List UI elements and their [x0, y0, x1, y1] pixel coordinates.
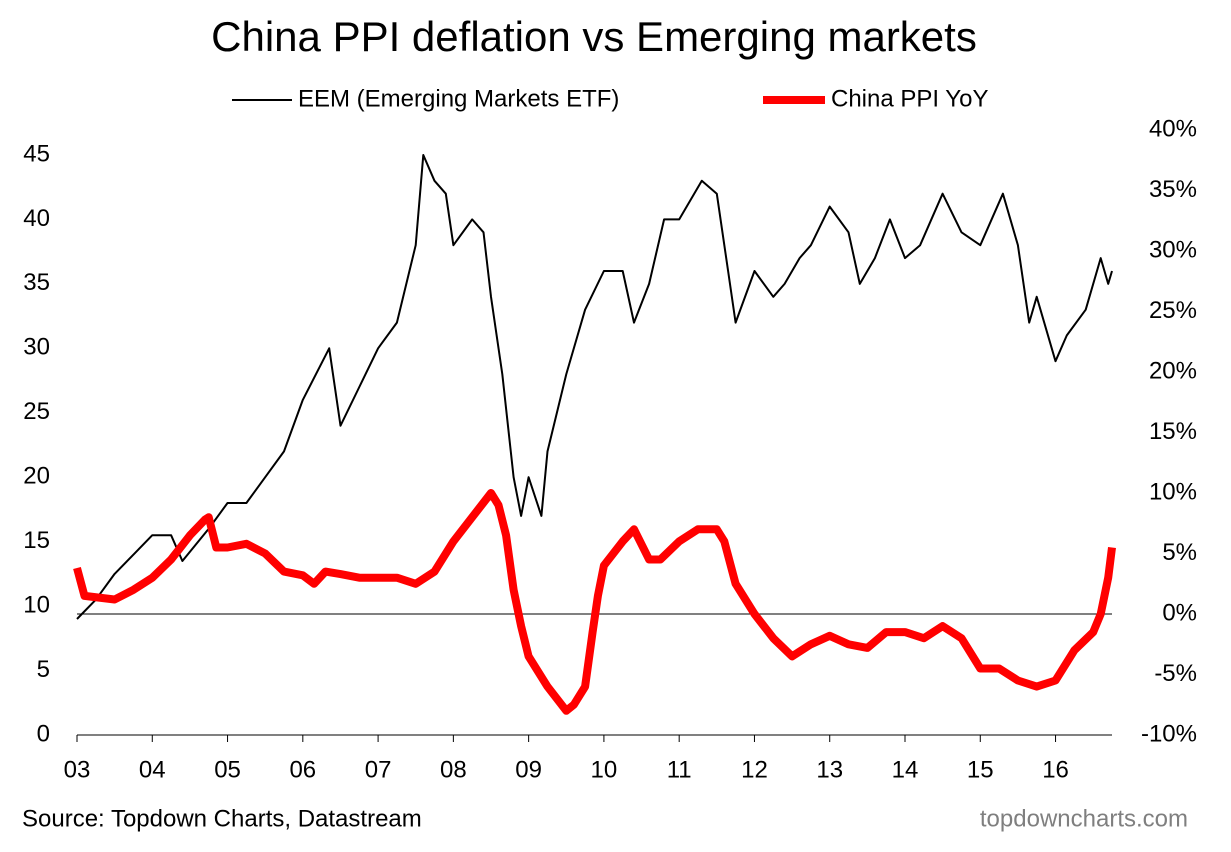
y-tick-label: 35: [23, 269, 50, 296]
chart-title: China PPI deflation vs Emerging markets: [211, 13, 977, 60]
y-tick-label: 40: [23, 205, 50, 232]
y2-tick-label: 30%: [1149, 236, 1197, 263]
x-tick-label: 11: [667, 756, 692, 783]
x-tick-label: 03: [64, 756, 91, 783]
x-tick-label: 06: [289, 756, 316, 783]
x-tick-label: 12: [741, 756, 768, 783]
y-tick-label: 30: [23, 334, 50, 361]
y2-tick-label: 10%: [1149, 478, 1197, 505]
legend-label: EEM (Emerging Markets ETF): [298, 85, 619, 112]
y-tick-label: 15: [23, 527, 50, 554]
y2-tick-label: 25%: [1149, 297, 1197, 324]
watermark: topdowncharts.com: [980, 805, 1188, 832]
x-tick-label: 15: [967, 756, 994, 783]
x-tick-label: 05: [214, 756, 241, 783]
data-line: [76, 154, 1113, 620]
y2-tick-label: 20%: [1149, 357, 1197, 384]
x-tick-label: 08: [440, 756, 467, 783]
x-tick-label: 07: [365, 756, 392, 783]
x-tick-label: 16: [1042, 756, 1069, 783]
y2-tick-label: -5%: [1154, 660, 1197, 687]
x-tick-label: 09: [515, 756, 542, 783]
y-tick-label: 5: [37, 656, 50, 683]
y-tick-label: 0: [37, 720, 50, 747]
legend-label: China PPI YoY: [831, 85, 988, 112]
y2-tick-label: 35%: [1149, 176, 1197, 203]
y-tick-label: 25: [23, 398, 50, 425]
x-tick-label: 13: [816, 756, 843, 783]
x-tick-label: 04: [139, 756, 166, 783]
x-tick-label: 14: [892, 756, 919, 783]
data-line: [73, 489, 1116, 715]
source-note: Source: Topdown Charts, Datastream: [22, 805, 422, 832]
x-tick-label: 10: [591, 756, 618, 783]
y2-tick-label: 40%: [1149, 115, 1197, 142]
y2-tick-label: 5%: [1162, 539, 1197, 566]
y2-tick-label: 0%: [1162, 599, 1197, 626]
y-tick-label: 20: [23, 463, 50, 490]
y-tick-label: 10: [23, 591, 50, 618]
y2-tick-label: -10%: [1141, 720, 1197, 747]
y-tick-label: 45: [23, 140, 50, 167]
y2-tick-label: 15%: [1149, 418, 1197, 445]
